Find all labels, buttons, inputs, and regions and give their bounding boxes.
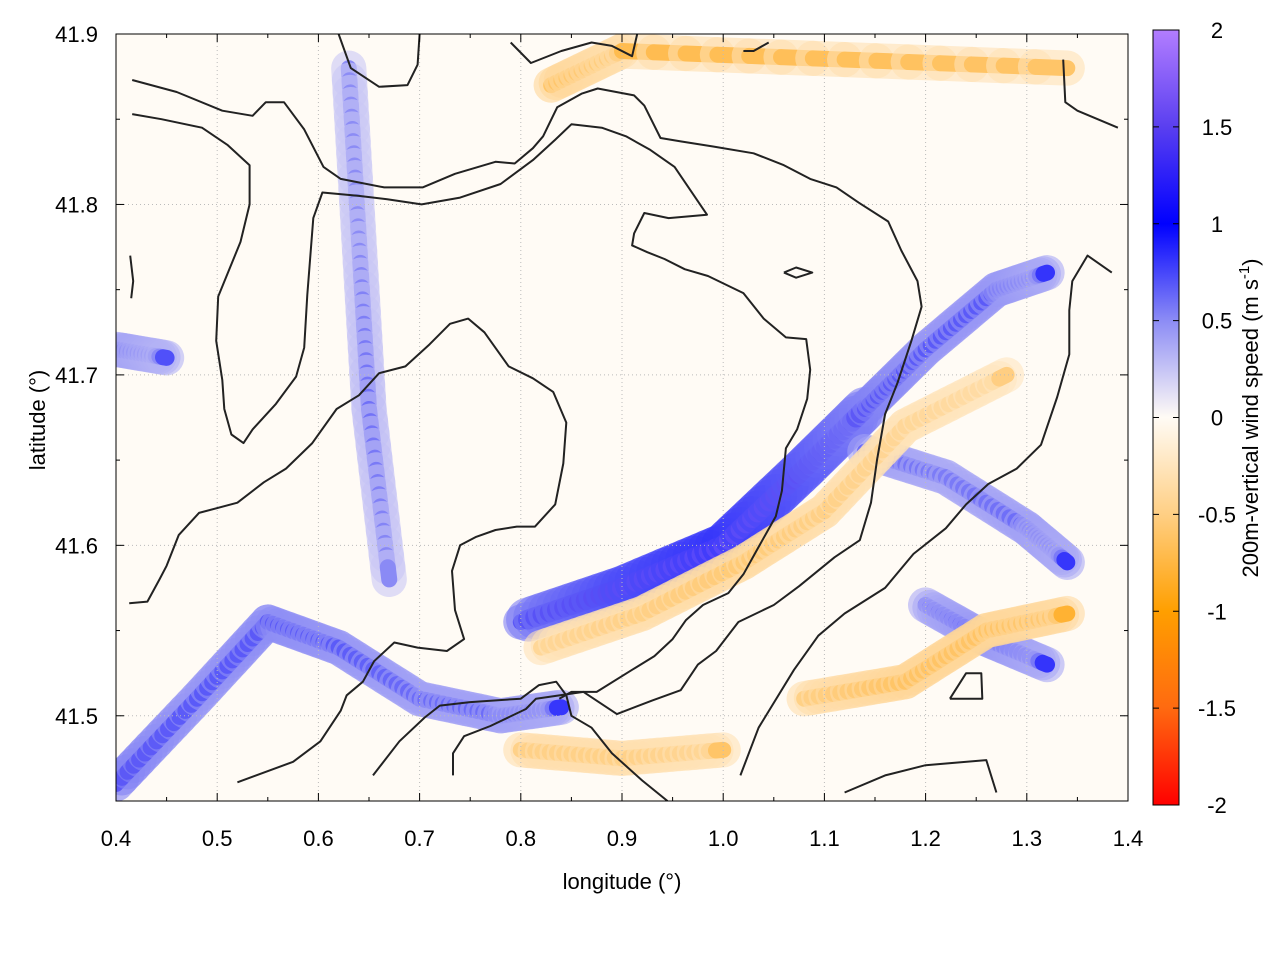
contour-line (739, 254, 1113, 776)
colorbar-tick-label: 2 (1211, 18, 1223, 43)
contour-line (132, 113, 812, 700)
x-axis-label: longitude (°) (563, 869, 682, 894)
heat-core (1034, 654, 1056, 673)
heat-feature (523, 357, 1025, 666)
heat-core (991, 366, 1015, 387)
contour-line (129, 255, 135, 299)
colorbar-tick-label: 0.5 (1202, 309, 1233, 334)
axes: 0.4 0.5 0.6 0.7 0.8 0.9 1.0 1.1 1.2 1.3 1.4 41.5 41.… (55, 22, 1143, 851)
colorbar-tick-label: -0.5 (1198, 502, 1236, 527)
x-tick-label: 1.2 (910, 826, 941, 851)
heat-feature (116, 604, 579, 801)
x-tick-label: 1.3 (1012, 826, 1043, 851)
colorbar-label: 200m-vertical wind speed (m s-1) (1236, 258, 1263, 577)
heatmap-field (116, 34, 1085, 801)
colorbar-ticks: 2 1.5 1 0.5 0 -0.5 -1 -1.5 -2 (1153, 18, 1236, 818)
colorbar-tick-label: -1.5 (1198, 696, 1236, 721)
contour-lines (129, 34, 1119, 801)
y-axis-label: latitude (°) (25, 370, 50, 471)
y-tick-label: 41.5 (55, 704, 98, 729)
heat-core (1035, 264, 1056, 282)
contour-line (844, 759, 998, 794)
contour-line (1062, 59, 1119, 129)
heat-feature (847, 433, 1085, 580)
heat-feature (331, 50, 407, 598)
x-tick-label: 0.6 (303, 826, 334, 851)
contour-line (337, 34, 421, 88)
heat-feature (503, 732, 741, 776)
colorbar-tick-label: -1 (1207, 599, 1227, 624)
y-tick-label: 41.9 (55, 22, 98, 47)
x-tick-label: 0.8 (506, 826, 537, 851)
colorbar: 2 1.5 1 0.5 0 -0.5 -1 -1.5 -2 200m-vertical wind… (1152, 18, 1263, 818)
x-tick-label: 1.1 (809, 826, 840, 851)
heat-core (707, 741, 732, 759)
x-tick-label: 1.0 (708, 826, 739, 851)
y-tick-label: 41.8 (55, 192, 98, 217)
grid-lines (116, 34, 1128, 801)
y-tick-label: 41.7 (55, 363, 98, 388)
contour-line (743, 41, 770, 52)
contour-line (129, 317, 568, 784)
contour-line (783, 266, 814, 279)
contour-line (509, 34, 639, 64)
plot-background (116, 34, 1128, 801)
heat-core (379, 559, 398, 588)
colorbar-tick-label: 1 (1211, 212, 1223, 237)
heat-core (1027, 58, 1076, 77)
x-tick-label: 0.9 (607, 826, 638, 851)
colorbar-label-end: ) (1238, 258, 1263, 265)
x-tick-label: 0.7 (404, 826, 435, 851)
heat-core (1056, 551, 1076, 571)
x-tick-label: 0.5 (202, 826, 233, 851)
heat-feature (116, 331, 185, 376)
contour-line (949, 672, 984, 700)
colorbar-label-sup: -1 (1236, 266, 1253, 279)
colorbar-tick-label: 1.5 (1202, 115, 1233, 140)
contour-line (372, 680, 669, 801)
heat-feature (503, 255, 1065, 642)
heat-feature (786, 595, 1085, 717)
colorbar-tick-label: -2 (1207, 793, 1227, 818)
heat-core (548, 699, 570, 716)
y-tick-label: 41.6 (55, 533, 98, 558)
colorbar-tick-label: 0 (1211, 406, 1223, 431)
heat-core (1053, 605, 1076, 623)
contour-line (131, 79, 923, 776)
heat-core (154, 349, 175, 366)
x-tick-label: 0.4 (101, 826, 132, 851)
colorbar-label-main: 200m-vertical wind speed (m s (1238, 279, 1263, 577)
x-tick-label: 1.4 (1113, 826, 1144, 851)
